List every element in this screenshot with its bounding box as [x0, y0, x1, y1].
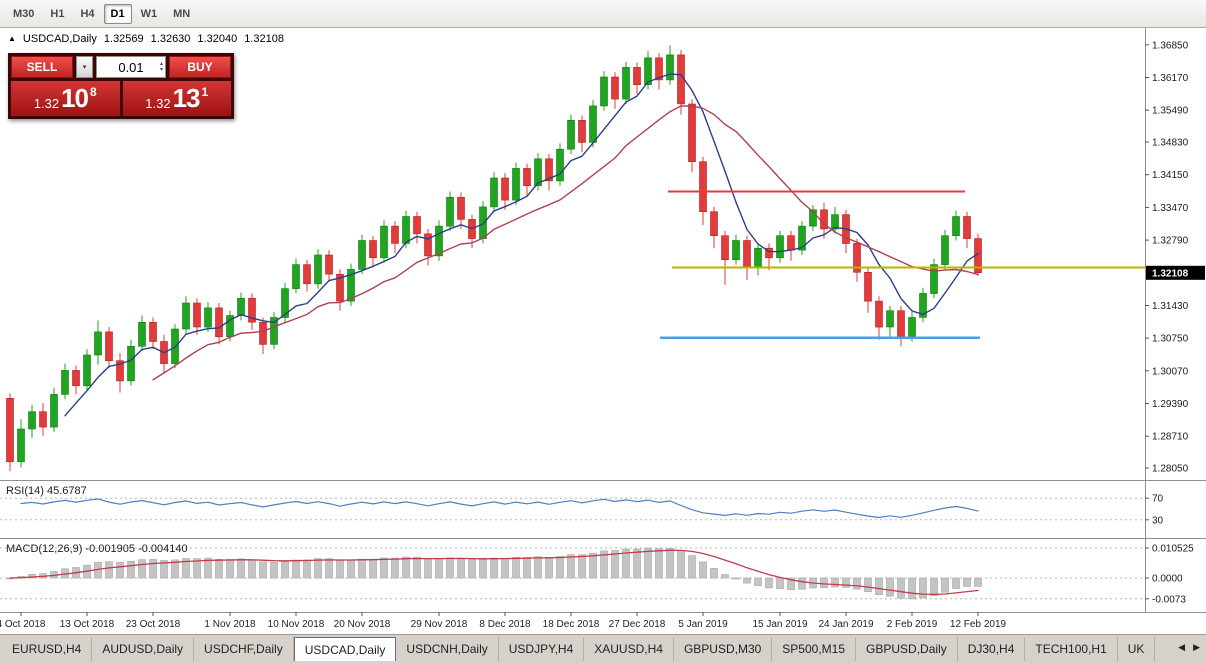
svg-text:1.29390: 1.29390	[1152, 399, 1189, 410]
svg-text:13 Oct 2018: 13 Oct 2018	[60, 619, 115, 630]
moving-averages	[64, 73, 979, 417]
bid-price-big: 10	[61, 83, 89, 113]
svg-text:1.28050: 1.28050	[1152, 464, 1189, 475]
svg-text:70: 70	[1152, 494, 1164, 505]
tab-usdcnh-daily[interactable]: USDCNH,Daily	[396, 637, 499, 661]
bid-price-prefix: 1.32	[33, 95, 60, 111]
volume-value: 0.01	[118, 59, 144, 75]
svg-text:1.28710: 1.28710	[1152, 432, 1189, 443]
svg-text:1.33470: 1.33470	[1152, 203, 1189, 214]
svg-text:1.30750: 1.30750	[1152, 334, 1189, 345]
svg-text:0.0000: 0.0000	[1152, 574, 1183, 585]
svg-text:27 Dec 2018: 27 Dec 2018	[609, 619, 666, 630]
svg-text:1.35490: 1.35490	[1152, 106, 1189, 117]
svg-text:1.30070: 1.30070	[1152, 366, 1189, 377]
timeframe-h1-button[interactable]: H1	[50, 7, 65, 20]
date-axis: 4 Oct 2018 13 Oct 2018 23 Oct 2018 1 Nov 20…	[0, 612, 1007, 630]
timeframe-buttons: M30 H1 H4 D1 W1 MN	[6, 3, 197, 24]
current-price-label: 1.32108	[1146, 265, 1205, 280]
svg-text:1.32790: 1.32790	[1152, 236, 1189, 247]
tab-audusd-daily[interactable]: AUDUSD,Daily	[92, 637, 195, 661]
ask-price-big: 13	[172, 83, 201, 113]
tabs-scroll-right-button[interactable]: ▶	[1193, 642, 1200, 652]
bid-price-pip: 8	[90, 85, 97, 99]
svg-text:10 Nov 2018: 10 Nov 2018	[268, 619, 325, 630]
ask-price-prefix: 1.32	[145, 95, 171, 111]
tabs-scroll-controls: ◀ ▶	[1178, 643, 1200, 652]
tab-xauusd-h4[interactable]: XAUUSD,H4	[584, 637, 674, 661]
chart-tabs-bar: EURUSD,H4 AUDUSD,Daily USDCHF,Daily USDCAD,…	[0, 634, 1206, 663]
svg-text:24 Jan 2019: 24 Jan 2019	[818, 619, 873, 630]
ask-price-pip: 1	[201, 85, 209, 99]
timeframe-d1-button[interactable]: D1	[103, 3, 132, 24]
sell-button[interactable]: SELL	[11, 56, 73, 78]
svg-text:1.36170: 1.36170	[1152, 73, 1189, 84]
trade-controls-row: SELL ▾ 0.01 ▴ ▾ BUY	[11, 56, 231, 78]
svg-text:0.010525: 0.010525	[1152, 544, 1194, 555]
timeframe-m30-button[interactable]: M30	[13, 7, 35, 20]
chart-area[interactable]: 1.36850 1.36170 1.35490 1.34830 1.34150 1.334…	[0, 28, 1206, 634]
svg-text:-0.0073: -0.0073	[1152, 594, 1186, 605]
macd-panel: 0.010525 0.0000 -0.0073	[0, 544, 1194, 605]
tab-gbpusd-m30[interactable]: GBPUSD,M30	[674, 637, 773, 661]
volume-input[interactable]: 0.01 ▴ ▾	[96, 56, 166, 78]
stepper-up-icon[interactable]: ▴	[159, 61, 163, 67]
svg-text:1.31430: 1.31430	[1152, 301, 1189, 312]
one-click-trading-panel: SELL ▾ 0.01 ▴ ▾ BUY 1.32 10 8	[8, 53, 234, 119]
tab-tech100-h1[interactable]: TECH100,H1	[1025, 637, 1118, 661]
stepper-down-icon[interactable]: ▾	[159, 67, 163, 73]
rsi-panel: 70 30	[0, 494, 1164, 526]
volume-dropdown-button[interactable]: ▾	[76, 56, 93, 78]
ask-price-box[interactable]: 1.32 13 1	[122, 81, 231, 116]
bid-price-box[interactable]: 1.32 10 8	[11, 81, 120, 116]
price-chart-canvas[interactable]: 1.36850 1.36170 1.35490 1.34830 1.34150 1.334…	[0, 28, 1206, 634]
svg-text:20 Nov 2018: 20 Nov 2018	[334, 619, 391, 630]
timeframe-toolbar: M30 H1 H4 D1 W1 MN	[0, 0, 1206, 28]
tab-usdjpy-h4[interactable]: USDJPY,H4	[499, 637, 585, 661]
tab-sp500-m15[interactable]: SP500,M15	[772, 637, 857, 661]
svg-text:4 Oct 2018: 4 Oct 2018	[0, 619, 46, 630]
tab-usdchf-daily[interactable]: USDCHF,Daily	[194, 637, 294, 661]
tab-dj30-h4[interactable]: DJ30,H4	[958, 637, 1026, 661]
svg-text:29 Nov 2018: 29 Nov 2018	[411, 619, 468, 630]
svg-text:1.34150: 1.34150	[1152, 170, 1189, 181]
svg-text:23 Oct 2018: 23 Oct 2018	[126, 619, 181, 630]
candles	[6, 45, 982, 472]
timeframe-mn-button[interactable]: MN	[173, 7, 191, 20]
svg-text:1 Nov 2018: 1 Nov 2018	[204, 619, 256, 630]
svg-text:2 Feb 2019: 2 Feb 2019	[887, 619, 938, 630]
bid-ask-row: 1.32 10 8 1.32 13 1	[11, 81, 231, 116]
tab-uk[interactable]: UK	[1118, 637, 1156, 661]
svg-text:12 Feb 2019: 12 Feb 2019	[950, 619, 1007, 630]
svg-text:1.34830: 1.34830	[1152, 138, 1189, 149]
svg-text:1.36850: 1.36850	[1152, 40, 1189, 51]
tab-usdcad-daily[interactable]: USDCAD,Daily	[293, 637, 397, 661]
svg-text:18 Dec 2018: 18 Dec 2018	[543, 619, 600, 630]
timeframe-h4-button[interactable]: H4	[80, 7, 95, 20]
svg-text:15 Jan 2019: 15 Jan 2019	[752, 619, 807, 630]
buy-button[interactable]: BUY	[169, 56, 231, 78]
svg-text:8 Dec 2018: 8 Dec 2018	[479, 619, 531, 630]
volume-stepper[interactable]: ▴ ▾	[160, 57, 163, 77]
svg-text:5 Jan 2019: 5 Jan 2019	[678, 619, 728, 630]
tabs-scroll-left-button[interactable]: ◀	[1178, 642, 1186, 652]
tab-gbpusd-daily[interactable]: GBPUSD,Daily	[856, 637, 958, 661]
svg-text:30: 30	[1152, 515, 1164, 526]
price-axis: 1.36850 1.36170 1.35490 1.34830 1.34150 1.334…	[1145, 40, 1189, 475]
timeframe-w1-button[interactable]: W1	[140, 7, 158, 20]
svg-text:1.32108: 1.32108	[1152, 268, 1189, 279]
tab-eurusd-h4[interactable]: EURUSD,H4	[2, 637, 93, 661]
panel-separators	[0, 28, 1206, 613]
horizontal-lines	[660, 190, 1145, 339]
chart-tabs: EURUSD,H4 AUDUSD,Daily USDCHF,Daily USDCAD,…	[2, 637, 1156, 661]
